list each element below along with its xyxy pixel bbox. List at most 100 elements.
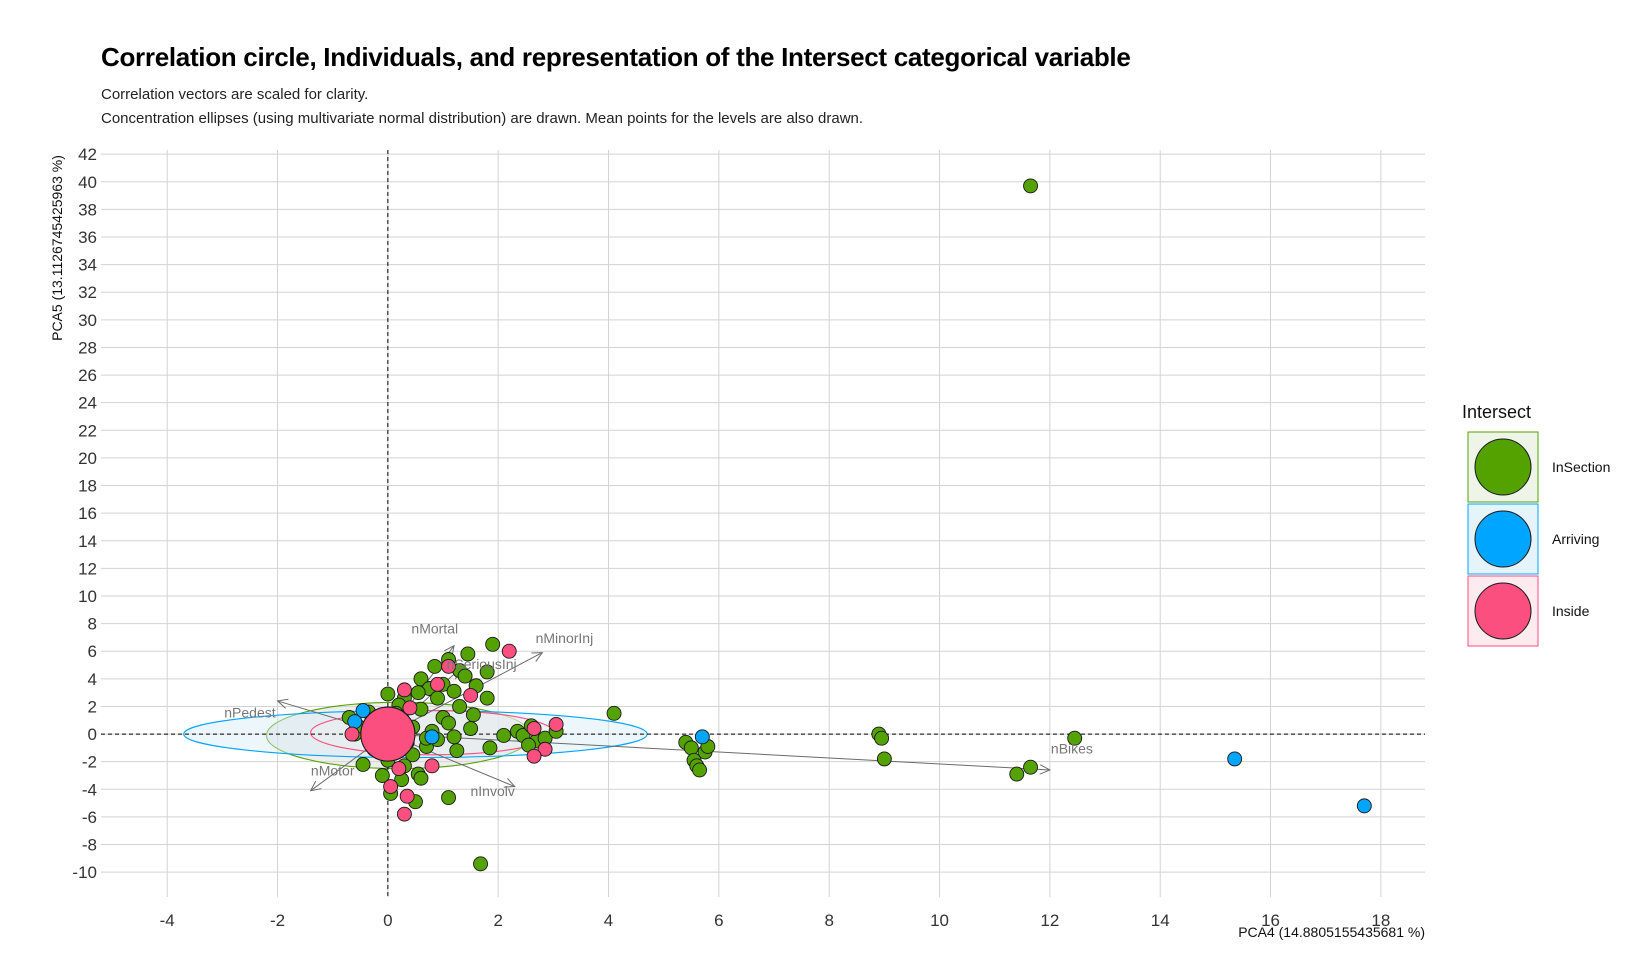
point-arriving xyxy=(424,729,440,745)
x-tick-label: 2 xyxy=(493,911,502,930)
point-insection xyxy=(606,705,622,721)
point-inside xyxy=(396,682,412,698)
point-insection xyxy=(876,751,892,767)
chart-title: Correlation circle, Individuals, and rep… xyxy=(101,42,1131,72)
x-tick-label: 4 xyxy=(604,911,613,930)
x-tick-label: 12 xyxy=(1040,911,1059,930)
point-insection xyxy=(441,715,456,731)
point-insection xyxy=(1067,730,1083,746)
chart-subtitle-line-1: Correlation vectors are scaled for clari… xyxy=(101,86,369,103)
chart-subtitle-line-2: Concentration ellipses (using multivaria… xyxy=(101,110,864,127)
mean-point-inside xyxy=(360,706,416,762)
point-insection xyxy=(413,770,429,786)
point-insection xyxy=(482,740,498,756)
vector-arrowhead-nmotor xyxy=(309,780,322,792)
point-insection xyxy=(457,668,473,684)
y-tick-label: 26 xyxy=(78,366,97,385)
y-tick-label: 28 xyxy=(78,338,97,357)
y-tick-label: 16 xyxy=(78,504,97,523)
y-tick-label: 18 xyxy=(78,477,97,496)
point-insection xyxy=(374,768,390,783)
point-insection xyxy=(410,685,426,701)
legend-title: Intersect xyxy=(1462,402,1531,422)
point-insection xyxy=(473,856,488,872)
y-tick-label: 32 xyxy=(78,283,97,302)
point-insection xyxy=(430,690,445,706)
y-tick-label: 36 xyxy=(78,228,97,247)
x-axis-title: PCA4 (14.8805155435681 %) xyxy=(1238,924,1425,940)
point-insection xyxy=(460,646,476,662)
point-arriving xyxy=(355,703,371,719)
y-tick-label: -8 xyxy=(82,836,97,855)
y-tick-label: 10 xyxy=(78,587,97,606)
point-inside xyxy=(424,758,440,774)
y-tick-label: 14 xyxy=(78,532,97,551)
vector-arrowhead-npedest xyxy=(276,698,289,709)
y-tick-label: -10 xyxy=(72,863,97,882)
y-tick-label: 4 xyxy=(88,670,97,689)
y-tick-label: 30 xyxy=(78,311,97,330)
y-tick-label: 24 xyxy=(78,394,97,413)
point-arriving xyxy=(1356,798,1372,814)
point-insection xyxy=(479,690,495,706)
vector-label-nmortal: nMortal xyxy=(411,620,458,636)
x-tick-label: 0 xyxy=(383,911,392,930)
y-tick-label: 34 xyxy=(78,256,97,275)
point-insection xyxy=(485,636,501,652)
legend-swatch-inside xyxy=(1474,582,1532,640)
y-tick-label: 6 xyxy=(88,642,97,661)
vector-label-nmotor: nMotor xyxy=(311,762,355,778)
y-tick-label: 22 xyxy=(78,421,97,440)
point-insection xyxy=(1023,178,1039,194)
point-inside xyxy=(430,676,445,692)
individual-points xyxy=(341,178,1372,872)
y-tick-label: -4 xyxy=(82,780,97,799)
point-insection xyxy=(427,658,443,674)
y-tick-label: 40 xyxy=(78,173,97,192)
y-tick-label: 8 xyxy=(88,615,97,634)
vector-labels: nMortal nMinorInj nSeriousInj nPedest nMotor… xyxy=(224,620,1093,799)
point-inside xyxy=(396,806,412,822)
x-tick-label: -4 xyxy=(160,911,175,930)
point-inside xyxy=(402,700,418,716)
vector-arrowhead-nmortal xyxy=(444,644,455,657)
grid-lines xyxy=(101,150,1425,897)
reference-lines xyxy=(101,150,1425,897)
point-insection xyxy=(479,664,495,680)
point-inside xyxy=(463,687,479,703)
y-tick-label: -2 xyxy=(82,753,97,772)
point-insection xyxy=(380,686,396,702)
x-tick-label: 16 xyxy=(1261,911,1280,930)
legend-label-insection: InSection xyxy=(1552,459,1610,475)
level-mean-points xyxy=(360,706,416,762)
point-insection xyxy=(463,721,479,736)
y-tick-label: 2 xyxy=(88,697,97,716)
y-tick-label: 38 xyxy=(78,200,97,219)
axes: PCA4 (14.8805155435681 %) PCA5 (13.11267… xyxy=(49,145,1425,940)
legend-label-inside: Inside xyxy=(1552,603,1590,619)
x-tick-label: 10 xyxy=(930,911,949,930)
y-tick-label: 12 xyxy=(78,559,97,578)
legend-swatch-insection xyxy=(1474,438,1532,496)
y-tick-label: -6 xyxy=(82,808,97,827)
point-inside xyxy=(399,788,415,804)
vector-arrowhead-ninvolv xyxy=(503,777,516,788)
point-insection xyxy=(683,740,699,756)
point-inside xyxy=(526,721,542,736)
point-inside xyxy=(501,643,517,659)
point-arriving xyxy=(347,714,363,730)
point-arriving xyxy=(1227,751,1243,767)
legend: Intersect InSection Arriving Inside xyxy=(1462,402,1610,647)
point-insection xyxy=(496,727,512,743)
y-tick-label: 42 xyxy=(78,145,97,164)
point-inside xyxy=(537,741,553,757)
x-tick-label: 8 xyxy=(824,911,833,930)
x-tick-label: 18 xyxy=(1371,911,1390,930)
point-arriving xyxy=(694,729,710,745)
point-insection xyxy=(446,729,462,745)
vector-arrowhead-nminorinj xyxy=(531,652,544,662)
vector-label-ninvolv: nInvolv xyxy=(471,783,515,799)
point-insection xyxy=(449,743,465,759)
